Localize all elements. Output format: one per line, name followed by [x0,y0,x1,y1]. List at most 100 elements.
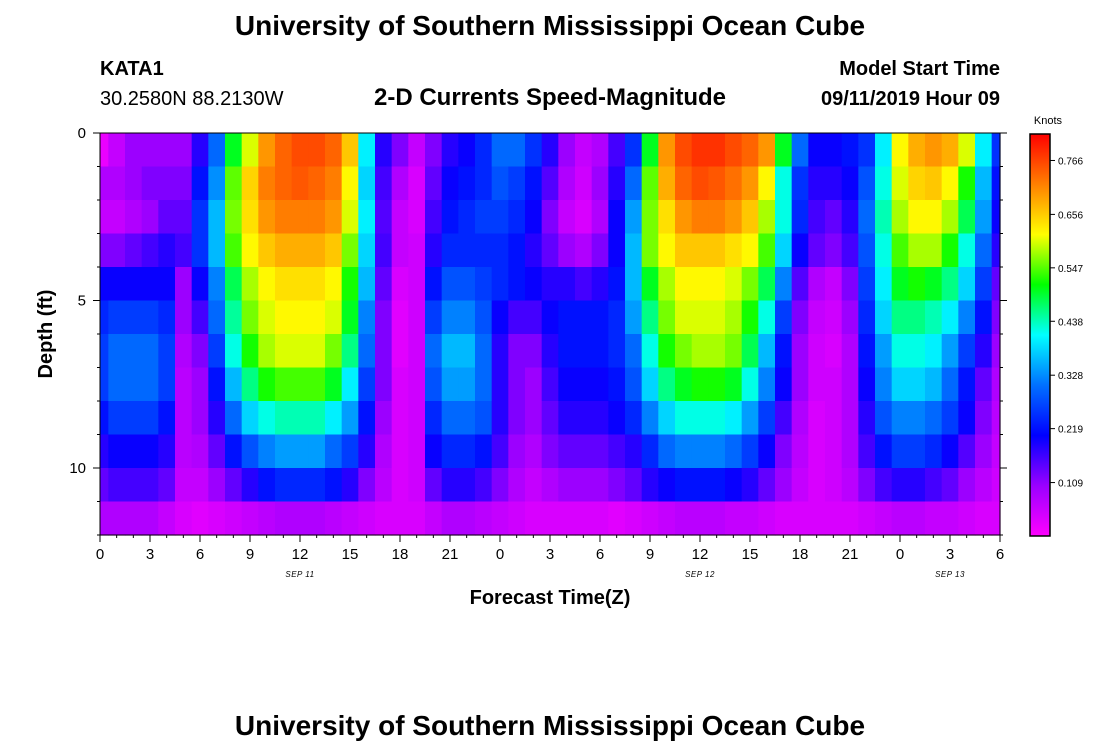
heatmap-cell [991,334,1001,369]
heatmap-cell [308,133,326,168]
heatmap-cell [675,401,693,436]
heatmap-cell [241,200,259,235]
heatmap-cell [375,267,393,302]
heatmap-cell [558,267,576,302]
heatmap-cell [208,334,226,369]
heatmap-cell [708,133,726,168]
heatmap-cell [925,401,943,436]
heatmap-cell [275,501,293,536]
heatmap-cell [808,367,826,402]
heatmap-cell [125,468,143,503]
heatmap-cell [741,434,759,469]
heatmap-cell [275,200,293,235]
heatmap-cell [491,401,509,436]
heatmap-cell [658,233,676,268]
heatmap-cell [108,233,126,268]
heatmap-cell [525,200,543,235]
heatmap-cell [100,468,109,503]
heatmap-cell [208,267,226,302]
heatmap-cell [841,501,859,536]
heatmap-cell [125,267,143,302]
heatmap-cell [291,200,309,235]
heatmap-cell [358,401,376,436]
heatmap-cell [708,166,726,201]
heatmap-cell [108,367,126,402]
heatmap-cell [691,233,709,268]
heatmap-cell [391,334,409,369]
y-tick-label: 5 [78,293,86,310]
heatmap-cell [441,367,459,402]
heatmap-cell [100,501,109,536]
heatmap-cell [791,133,809,168]
heatmap-cell [241,133,259,168]
heatmap-cell [125,233,143,268]
heatmap-cell [208,501,226,536]
heatmap-cell [258,166,276,201]
heatmap-cell [675,267,693,302]
heatmap-cell [225,267,243,302]
heatmap-cell [241,300,259,335]
heatmap-cell [858,334,876,369]
heatmap-cell [358,501,376,536]
heatmap-cell [158,367,176,402]
heatmap-cell [491,133,509,168]
heatmap-cell [841,434,859,469]
heatmap-cell [925,501,943,536]
heatmap-cell [641,334,659,369]
heatmap-cell [425,434,443,469]
plot-title: 2-D Currents Speed-Magnitude [374,84,726,111]
heatmap-cell [291,501,309,536]
heatmap-cell [908,267,926,302]
heatmap-cell [308,501,326,536]
heatmap-cell [491,200,509,235]
heatmap-cell [408,200,426,235]
heatmap-cell [541,434,559,469]
heatmap-cell [375,133,393,168]
heatmap-cell [508,401,526,436]
heatmap-cell [708,401,726,436]
heatmap-cell [441,267,459,302]
heatmap-cell [608,434,626,469]
heatmap-cell [291,300,309,335]
heatmap-cell [325,401,343,436]
heatmap-cell [458,434,476,469]
heatmap-cell [741,300,759,335]
heatmap-cell [675,300,693,335]
heatmap-cell [941,367,959,402]
heatmap-cell [375,233,393,268]
heatmap-cell [100,401,109,436]
y-tick-label: 0 [78,125,86,142]
heatmap-cell [758,133,776,168]
heatmap-cell [125,401,143,436]
heatmap-cell [675,133,693,168]
heatmap-cell [100,166,109,201]
heatmap-cell [475,501,493,536]
heatmap-cell [975,334,993,369]
heatmap-cell [241,233,259,268]
heatmap-cell [525,468,543,503]
heatmap-cell [658,434,676,469]
heatmap-cell [558,434,576,469]
heatmap-cell [608,334,626,369]
heatmap-cell [441,133,459,168]
colorbar-tick-label: 0.219 [1058,425,1083,436]
heatmap-cell [108,434,126,469]
heatmap-cell [975,367,993,402]
heatmap-cell [358,233,376,268]
heatmap-cell [225,501,243,536]
heatmap-cell [975,267,993,302]
heatmap-cell [225,367,243,402]
heatmap-cell [291,133,309,168]
x-tick-label: 3 [546,546,554,563]
heatmap-cell [891,166,909,201]
heatmap-cell [541,367,559,402]
heatmap-cell [825,501,843,536]
y-axis: 0 5 10 [69,125,1007,536]
heatmap-cell [875,267,893,302]
heatmap-cell [491,334,509,369]
heatmap-cell [841,334,859,369]
heatmap-cell [708,200,726,235]
heatmap-cell [175,434,193,469]
heatmap-cell [341,166,359,201]
heatmap-cell [675,468,693,503]
